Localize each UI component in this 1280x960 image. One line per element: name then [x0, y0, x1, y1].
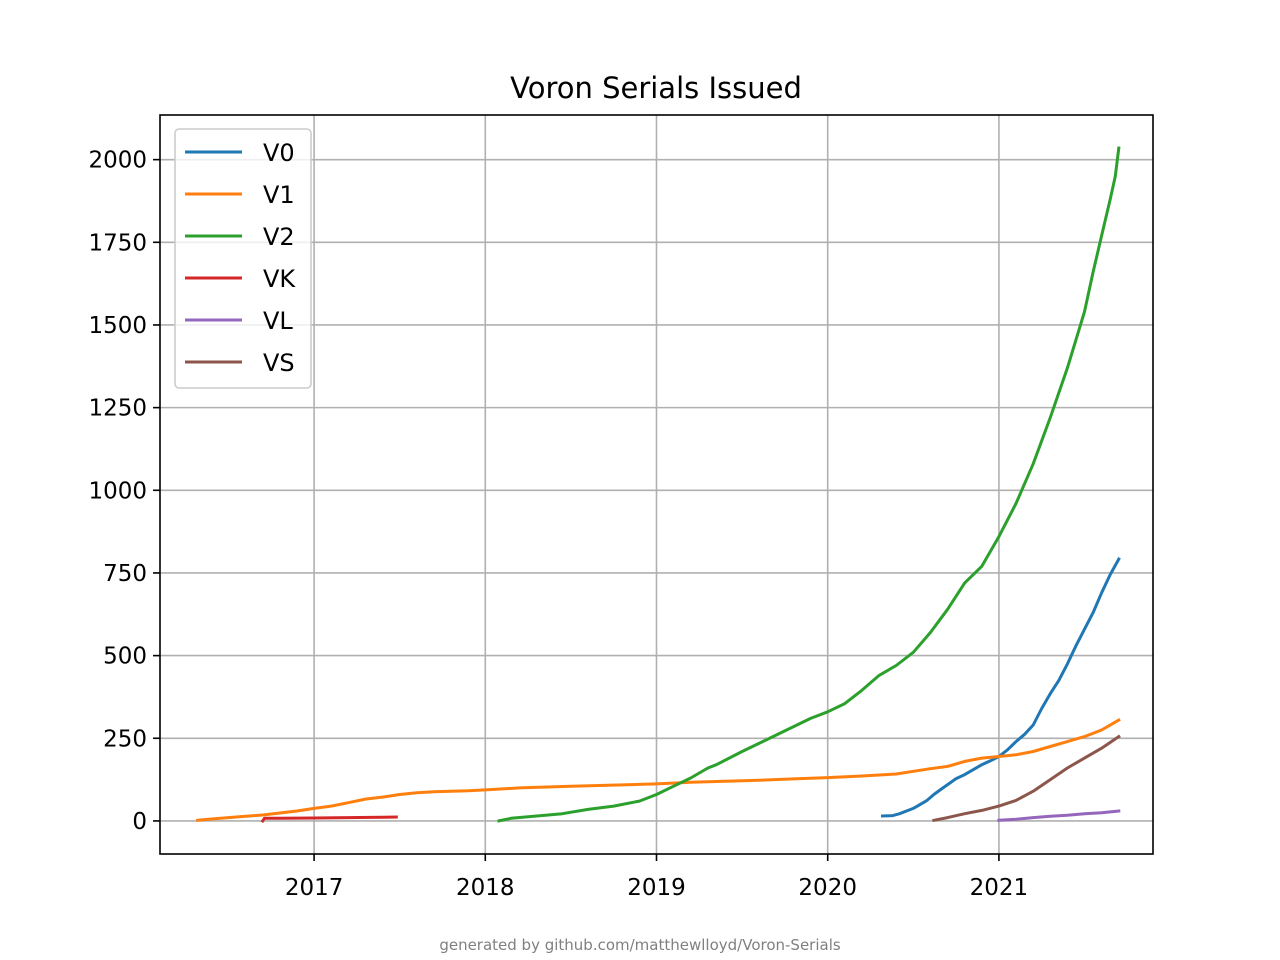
y-tick-label: 1250	[88, 396, 147, 422]
x-tick-label: 2021	[970, 875, 1029, 901]
y-tick-label: 1750	[88, 230, 147, 256]
series-line-v2	[497, 146, 1121, 823]
legend-label-vl: VL	[263, 307, 293, 335]
x-tick-label: 2019	[627, 875, 686, 901]
x-axis: 2017 2018 2019 2020 2021	[285, 854, 1028, 901]
chart-title: Voron Serials Issued	[510, 71, 802, 105]
legend: V0 V1 V2 VK VL VS	[174, 128, 312, 389]
legend-label-vs: VS	[263, 349, 295, 377]
y-tick-label: 1500	[88, 313, 147, 339]
y-tick-label: 1000	[88, 478, 147, 504]
grid-lines	[160, 115, 1153, 854]
legend-label-v2: V2	[263, 223, 295, 251]
x-tick-label: 2018	[456, 875, 515, 901]
y-tick-label: 750	[103, 561, 147, 587]
series-line-vk	[260, 815, 398, 823]
series-line-v0	[880, 557, 1121, 818]
x-tick-label: 2017	[285, 875, 344, 901]
series-line-v1	[196, 718, 1121, 822]
y-tick-label: 500	[103, 644, 147, 670]
y-tick-label: 2000	[88, 148, 147, 174]
x-tick-label: 2020	[798, 875, 857, 901]
series-line-vl	[997, 809, 1121, 822]
legend-label-vk: VK	[263, 265, 296, 293]
series-line-vs	[932, 734, 1121, 823]
data-series	[196, 146, 1121, 823]
footer-credit: generated by github.com/matthewlloyd/Vor…	[439, 936, 841, 954]
y-tick-label: 250	[103, 726, 147, 752]
legend-label-v1: V1	[263, 181, 295, 209]
y-tick-label: 0	[132, 809, 147, 835]
y-axis: 0 250 500 750 1000 1250 1500 1750 2000	[88, 148, 160, 835]
legend-label-v0: V0	[263, 139, 295, 167]
